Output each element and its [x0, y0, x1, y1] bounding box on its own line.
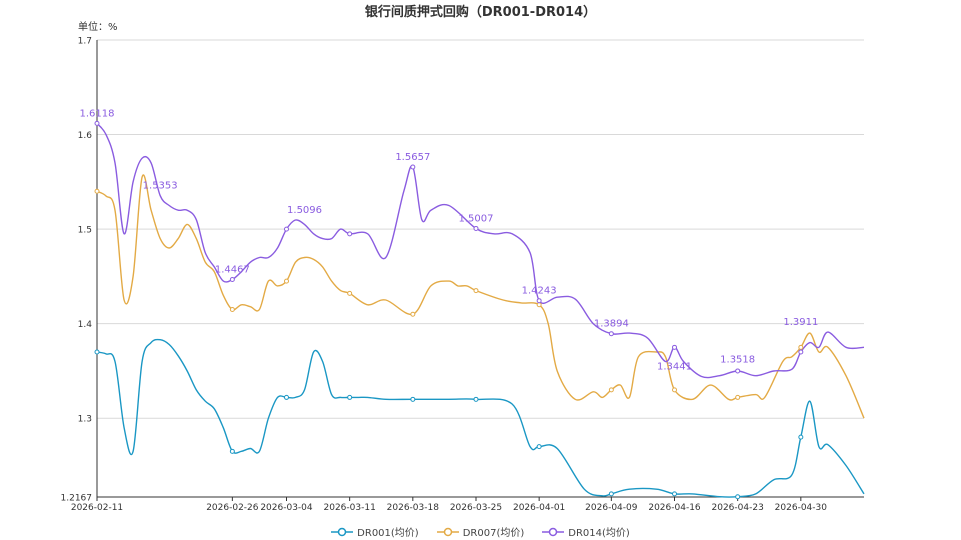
x-tick-label: 2026-02-11 [71, 503, 123, 513]
data-point-dr007 [283, 278, 289, 284]
data-point-dr007 [229, 306, 235, 312]
data-point-dr001 [536, 444, 542, 450]
data-point-dr014 [283, 226, 289, 232]
axes: 1.2167 1.3 1.4 1.5 1.6 1.7 2026-02-11 2026-02-2… [61, 37, 864, 513]
grid-lines [97, 39, 864, 419]
data-point-dr001 [347, 394, 353, 400]
data-point-dr001 [94, 349, 100, 355]
data-point-dr001 [410, 396, 416, 402]
data-point-dr001 [798, 434, 804, 440]
data-point-dr014 [94, 120, 100, 126]
legend-item-dr014[interactable]: DR014(均价) [542, 524, 630, 539]
series-line-dr014 [96, 122, 865, 379]
y-axis-unit-label: 单位：% [78, 22, 118, 33]
data-label: 1.5007 [458, 213, 493, 224]
y-tick-label: 1.2167 [61, 494, 93, 504]
data-point-dr007 [94, 188, 100, 194]
data-point-dr014 [608, 331, 614, 337]
data-point-dr001 [608, 491, 614, 497]
y-tick-label: 1.6 [78, 131, 93, 141]
data-point-dr001 [229, 448, 235, 454]
x-tick-label: 2026-03-11 [324, 503, 376, 513]
data-point-dr007 [735, 394, 741, 400]
legend-item-dr007[interactable]: DR007(均价) [436, 524, 525, 539]
legend-label-dr007: DR007(均价) [462, 528, 525, 539]
x-tick-label: 2026-04-01 [513, 503, 565, 513]
data-label: 1.3911 [783, 317, 818, 328]
data-point-dr007 [536, 302, 542, 308]
data-label: 1.3894 [594, 319, 629, 330]
chart-title: 银行间质押式回购（DR001-DR014） [364, 5, 597, 20]
legend-marker-dr001-icon [331, 527, 354, 536]
x-tick-label: 2026-03-04 [260, 503, 313, 513]
data-point-dr014 [229, 277, 235, 283]
data-point-dr001 [672, 491, 678, 497]
data-point-dr007 [608, 387, 614, 393]
y-tick-label: 1.7 [78, 37, 92, 47]
data-label: 1.6118 [80, 108, 115, 119]
y-tick-label: 1.4 [78, 320, 93, 330]
data-label: 1.4243 [522, 286, 557, 297]
data-point-dr001 [473, 396, 479, 402]
series-line-dr007 [96, 174, 865, 419]
data-label: 1.5096 [287, 205, 322, 216]
data-point-dr014 [347, 231, 353, 237]
x-tick-label: 2026-04-23 [712, 503, 764, 513]
data-label: 1.3441 [657, 362, 692, 373]
series-points [94, 120, 804, 500]
x-tick-label: 2026-03-25 [450, 503, 502, 513]
data-point-dr001 [735, 494, 741, 500]
x-tick-label: 2026-02-26 [206, 503, 259, 513]
data-label: 1.3518 [720, 354, 755, 365]
x-tick-label: 2026-03-18 [387, 503, 440, 513]
x-tick-label: 2026-04-16 [648, 503, 701, 513]
series-lines [96, 122, 865, 498]
data-point-dr007 [798, 344, 804, 350]
x-tick-label: 2026-04-09 [585, 503, 638, 513]
legend-label-dr014: DR014(均价) [568, 528, 630, 539]
data-point-dr007 [410, 311, 416, 317]
data-label: 1.5353 [143, 181, 178, 192]
y-tick-label: 1.5 [78, 226, 92, 236]
data-point-dr014 [536, 298, 542, 304]
data-point-dr014 [473, 225, 479, 231]
data-point-dr001 [283, 394, 289, 400]
legend-item-dr001[interactable]: DR001(均价) [331, 524, 419, 539]
x-tick-label: 2026-04-30 [775, 503, 828, 513]
data-point-dr014 [410, 164, 416, 170]
legend-label-dr001: DR001(均价) [357, 528, 419, 539]
data-point-dr007 [347, 290, 353, 296]
y-tick-label: 1.3 [78, 415, 92, 425]
data-point-dr014 [672, 344, 678, 350]
legend: DR001(均价) DR007(均价) DR014(均价) [0, 524, 961, 539]
data-point-dr007 [672, 387, 678, 393]
data-label: 1.4467 [215, 265, 250, 276]
data-point-dr014 [798, 349, 804, 355]
legend-marker-dr007-icon [436, 527, 459, 536]
data-point-dr007 [473, 288, 479, 294]
data-label: 1.5657 [395, 152, 430, 163]
data-labels: 1.6118 1.5353 1.4467 1.5096 1.5657 1.5007 1.42… [80, 108, 819, 372]
data-point-dr014 [735, 368, 741, 374]
legend-marker-dr014-icon [542, 527, 565, 536]
